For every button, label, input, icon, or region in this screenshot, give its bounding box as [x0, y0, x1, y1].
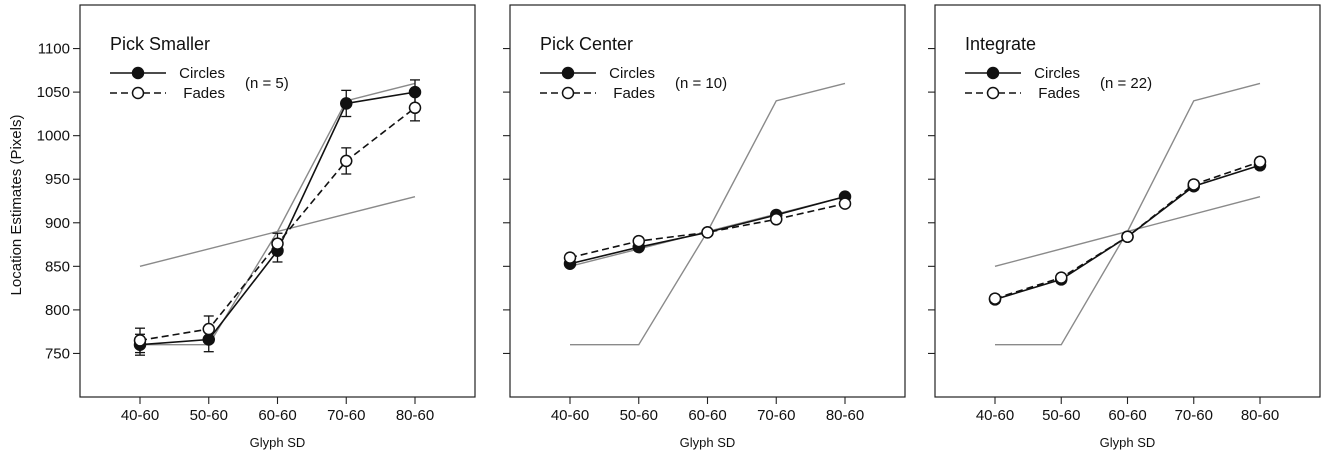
data-point-fades — [838, 197, 852, 210]
y-tick-label: 950 — [45, 171, 70, 188]
x-tick-label: 50-60 — [1042, 407, 1080, 424]
reference-line — [995, 82, 1261, 346]
legend-marker-circles — [986, 66, 1000, 80]
chart-panel-2: 40-60 50-60 60-60 70-60 80-60 Glyph SD Pick Ce… — [503, 4, 906, 450]
sample-size-label: (n = 10) — [675, 75, 727, 92]
series-line-circles — [139, 91, 416, 346]
data-point-fades — [133, 334, 147, 347]
x-axis-label: Glyph SD — [680, 435, 736, 450]
x-tick-label: 80-60 — [1241, 407, 1279, 424]
data-point-fades — [1055, 271, 1068, 284]
series-line-fades — [139, 107, 416, 342]
x-axis-label: Glyph SD — [250, 435, 306, 450]
data-point-fades — [202, 322, 215, 336]
reference-line — [140, 82, 416, 346]
legend-marker-fades — [131, 86, 145, 100]
x-tick-label: 50-60 — [190, 407, 228, 424]
y-axis-label: Location Estimates (Pixels) — [8, 115, 25, 296]
x-tick-label: 40-60 — [551, 407, 589, 424]
data-point-fades — [1187, 178, 1200, 191]
sample-size-label: (n = 22) — [1100, 75, 1152, 92]
x-tick-label: 70-60 — [327, 407, 365, 424]
chart-panel-3: 40-60 50-60 60-60 70-60 80-60 Glyph SD Integra… — [928, 4, 1321, 450]
y-tick-label: 1050 — [37, 84, 70, 101]
panel-title: Pick Center — [540, 34, 633, 54]
data-point-fades — [340, 154, 353, 168]
chart-panel-1: 750 800 850 900 950 1000 1050 1100 40-60 50-60 60-… — [37, 4, 476, 450]
data-point-fades — [701, 226, 714, 239]
x-tick-label: 80-60 — [826, 407, 864, 424]
panel-title: Integrate — [965, 34, 1036, 54]
x-tick-label: 50-60 — [620, 407, 658, 424]
data-point-fades — [770, 213, 783, 226]
data-point-fades — [563, 251, 577, 264]
x-tick-label: 60-60 — [258, 407, 296, 424]
reference-line — [570, 82, 846, 346]
x-tick-label: 60-60 — [688, 407, 726, 424]
x-tick-label: 40-60 — [976, 407, 1014, 424]
panel-title: Pick Smaller — [110, 34, 210, 54]
y-tick-label: 850 — [45, 258, 70, 275]
y-tick-label: 800 — [45, 302, 70, 319]
y-tick-label: 1100 — [38, 41, 70, 58]
data-point-circles — [340, 97, 353, 110]
legend-label-fades: Fades — [1038, 85, 1080, 102]
data-point-fades — [1253, 155, 1267, 169]
data-point-circles — [408, 85, 422, 99]
legend-label-fades: Fades — [183, 85, 225, 102]
plot-frame — [934, 4, 1321, 398]
x-tick-label: 60-60 — [1108, 407, 1146, 424]
legend-marker-circles — [131, 66, 145, 80]
data-point-fades — [271, 237, 284, 250]
x-tick-label: 80-60 — [396, 407, 434, 424]
data-point-circles — [202, 333, 215, 346]
data-point-fades — [632, 234, 645, 248]
sample-size-label: (n = 5) — [245, 75, 289, 92]
legend-label-circles: Circles — [609, 65, 655, 82]
legend-label-fades: Fades — [613, 85, 655, 102]
data-point-fades — [988, 292, 1002, 305]
legend-marker-circles — [561, 66, 575, 80]
y-tick-label: 900 — [45, 215, 70, 232]
legend-marker-fades — [986, 86, 1000, 100]
data-point-fades — [408, 101, 422, 115]
y-tick-label: 750 — [45, 345, 70, 362]
legend-marker-fades — [561, 86, 575, 100]
x-axis-label: Glyph SD — [1100, 435, 1156, 450]
x-tick-label: 40-60 — [121, 407, 159, 424]
y-tick-label: 1000 — [37, 128, 70, 145]
legend-label-circles: Circles — [1034, 65, 1080, 82]
x-tick-label: 70-60 — [1175, 407, 1213, 424]
series-line-fades — [569, 202, 846, 259]
x-tick-label: 70-60 — [757, 407, 795, 424]
legend-label-circles: Circles — [179, 65, 225, 82]
data-point-fades — [1121, 230, 1134, 243]
